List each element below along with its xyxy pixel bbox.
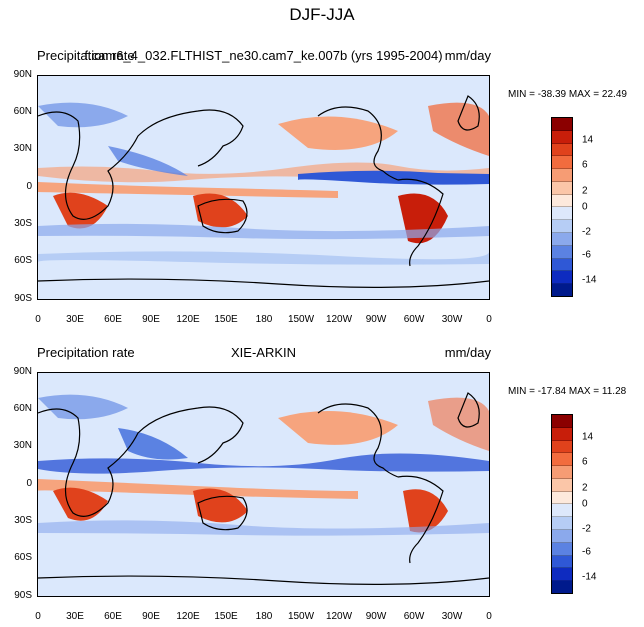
lon-tick: 180 — [255, 611, 273, 622]
lon-tick: 60W — [403, 314, 425, 325]
lon-tick: 0 — [486, 611, 492, 622]
lon-tick: 150E — [214, 611, 238, 622]
lon-tick: 120E — [176, 314, 200, 325]
colorbar-swatch — [552, 207, 572, 221]
lat-tick: 60S — [14, 552, 32, 563]
panel-left-label: Precipitation rate — [37, 48, 135, 63]
colorbar-swatch — [552, 581, 572, 593]
colorbar — [551, 414, 573, 594]
colorbar-label: -2 — [582, 226, 591, 238]
colorbar-label: 14 — [582, 431, 594, 443]
panel-observations: Precipitation rate XIE-ARKIN mm/day — [0, 337, 644, 627]
lat-tick: 0 — [26, 478, 32, 489]
colorbar-swatch — [552, 181, 572, 195]
colorbar-label: -6 — [582, 249, 591, 261]
lat-tick: 90S — [14, 293, 32, 304]
lon-tick: 90E — [142, 611, 160, 622]
lon-tick: 180 — [255, 314, 273, 325]
colorbar-swatch — [552, 415, 572, 428]
lat-tick: 30S — [14, 218, 32, 229]
lon-tick: 90W — [365, 314, 387, 325]
lon-tick: 30W — [441, 314, 463, 325]
colorbar-swatch — [552, 440, 572, 454]
lon-tick: 0 — [35, 611, 41, 622]
lat-tick: 30N — [13, 440, 32, 451]
colorbar-swatch — [552, 491, 572, 505]
colorbar-label: 2 — [582, 482, 588, 494]
figure-title: DJF-JJA — [289, 5, 355, 24]
colorbar-swatch — [552, 258, 572, 272]
precip-difference-map — [37, 372, 490, 597]
colorbar-label: -2 — [582, 523, 591, 535]
lat-tick: 60N — [13, 106, 32, 117]
lat-tick: 30N — [13, 143, 32, 154]
colorbar-swatch — [552, 220, 572, 234]
colorbar-swatch — [552, 284, 572, 296]
min-max-label: MIN = -38.39 MAX = 22.49 — [508, 89, 627, 100]
colorbar-label: -14 — [582, 571, 597, 583]
lon-tick: 150E — [214, 314, 238, 325]
colorbar-swatch — [552, 466, 572, 479]
lon-tick: 90E — [142, 314, 160, 325]
colorbar-swatch — [552, 568, 572, 582]
lon-tick: 120W — [325, 611, 353, 622]
panel-units-label: mm/day — [444, 48, 491, 63]
colorbar-swatch — [552, 504, 572, 518]
colorbar-label: 2 — [582, 185, 588, 197]
colorbar-swatch — [552, 427, 572, 441]
lon-tick: 60E — [104, 314, 122, 325]
lat-tick: 30S — [14, 515, 32, 526]
colorbar-swatch — [552, 130, 572, 144]
panel-center-label: f.cam6_4_032.FLTHIST_ne30.cam7_ke.007b (… — [84, 48, 443, 63]
colorbar-swatch — [552, 271, 572, 285]
colorbar-swatch — [552, 118, 572, 131]
lon-tick: 30E — [66, 314, 84, 325]
lat-tick: 60S — [14, 255, 32, 266]
lat-tick: 90N — [13, 366, 32, 377]
colorbar-label: -6 — [582, 546, 591, 558]
colorbar-swatch — [552, 245, 572, 259]
colorbar-swatch — [552, 169, 572, 182]
colorbar-label: -14 — [582, 274, 597, 286]
lon-tick: 0 — [35, 314, 41, 325]
colorbar-label: 6 — [582, 159, 588, 171]
lon-tick: 0 — [486, 314, 492, 325]
precip-difference-map — [37, 75, 490, 300]
lon-tick: 150W — [287, 314, 315, 325]
colorbar-swatch — [552, 143, 572, 157]
lon-tick: 90W — [365, 611, 387, 622]
colorbar-swatch — [552, 542, 572, 556]
lon-tick: 120E — [176, 611, 200, 622]
lon-tick: 30W — [441, 611, 463, 622]
colorbar-label: 6 — [582, 456, 588, 468]
lon-tick: 60E — [104, 611, 122, 622]
colorbar-label: 0 — [582, 201, 588, 213]
colorbar-swatch — [552, 530, 572, 543]
colorbar-label: 14 — [582, 134, 594, 146]
map-canvas — [37, 76, 490, 299]
lon-tick: 60W — [403, 611, 425, 622]
lat-tick: 90S — [14, 590, 32, 601]
map-canvas — [37, 373, 490, 596]
lon-tick: 120W — [325, 314, 353, 325]
lat-tick: 0 — [26, 181, 32, 192]
colorbar-label: 0 — [582, 498, 588, 510]
panel-center-label: XIE-ARKIN — [230, 345, 296, 360]
lat-tick: 60N — [13, 403, 32, 414]
panel-model: Precipitation rate f.cam6_4_032.FLTHIST_… — [0, 40, 644, 330]
panel-units-label: mm/day — [444, 345, 491, 360]
colorbar-swatch — [552, 453, 572, 467]
min-max-label: MIN = -17.84 MAX = 11.28 — [508, 386, 627, 397]
colorbar-swatch — [552, 156, 572, 170]
lat-tick: 90N — [13, 69, 32, 80]
lon-tick: 150W — [287, 611, 315, 622]
colorbar-swatch — [552, 517, 572, 531]
panel-left-label: Precipitation rate — [37, 345, 135, 360]
colorbar-swatch — [552, 194, 572, 208]
lon-tick: 30E — [66, 611, 84, 622]
colorbar-swatch — [552, 478, 572, 492]
colorbar-swatch — [552, 555, 572, 569]
colorbar — [551, 117, 573, 297]
colorbar-swatch — [552, 233, 572, 246]
